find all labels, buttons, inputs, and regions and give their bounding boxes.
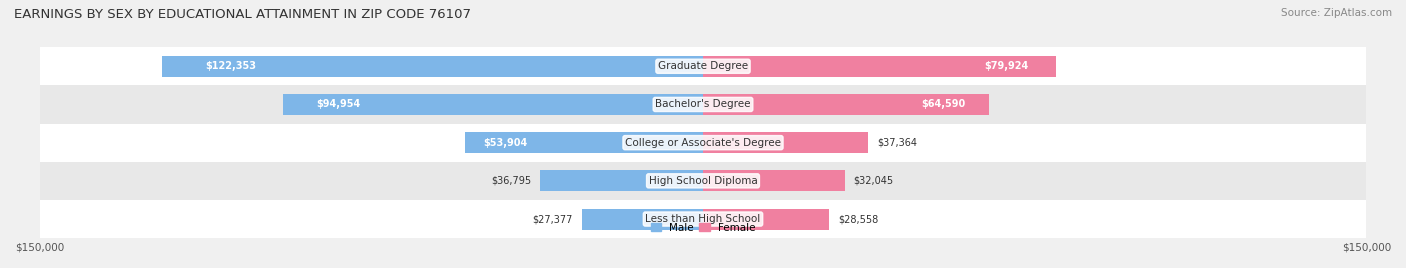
Bar xyxy=(283,94,703,115)
Text: $36,795: $36,795 xyxy=(491,176,531,186)
Text: $122,353: $122,353 xyxy=(205,61,256,71)
Bar xyxy=(39,85,1367,124)
Text: College or Associate's Degree: College or Associate's Degree xyxy=(626,138,780,148)
Bar xyxy=(703,56,1056,77)
Bar xyxy=(703,170,845,191)
Text: High School Diploma: High School Diploma xyxy=(648,176,758,186)
Text: EARNINGS BY SEX BY EDUCATIONAL ATTAINMENT IN ZIP CODE 76107: EARNINGS BY SEX BY EDUCATIONAL ATTAINMEN… xyxy=(14,8,471,21)
Text: Bachelor's Degree: Bachelor's Degree xyxy=(655,99,751,109)
Legend: Male, Female: Male, Female xyxy=(647,218,759,237)
Bar xyxy=(703,94,988,115)
Bar xyxy=(582,209,703,230)
Text: $27,377: $27,377 xyxy=(533,214,574,224)
Bar xyxy=(39,162,1367,200)
Bar xyxy=(162,56,703,77)
Text: $53,904: $53,904 xyxy=(484,138,527,148)
Text: Source: ZipAtlas.com: Source: ZipAtlas.com xyxy=(1281,8,1392,18)
Bar xyxy=(703,209,830,230)
Bar xyxy=(464,132,703,153)
Text: Less than High School: Less than High School xyxy=(645,214,761,224)
Text: $28,558: $28,558 xyxy=(838,214,879,224)
Text: $37,364: $37,364 xyxy=(877,138,917,148)
Text: Graduate Degree: Graduate Degree xyxy=(658,61,748,71)
Bar xyxy=(39,200,1367,238)
Text: $64,590: $64,590 xyxy=(921,99,966,109)
Bar xyxy=(703,132,869,153)
Bar xyxy=(39,47,1367,85)
Text: $32,045: $32,045 xyxy=(853,176,894,186)
Text: $94,954: $94,954 xyxy=(316,99,361,109)
Bar xyxy=(540,170,703,191)
Bar xyxy=(39,124,1367,162)
Text: $79,924: $79,924 xyxy=(984,61,1028,71)
